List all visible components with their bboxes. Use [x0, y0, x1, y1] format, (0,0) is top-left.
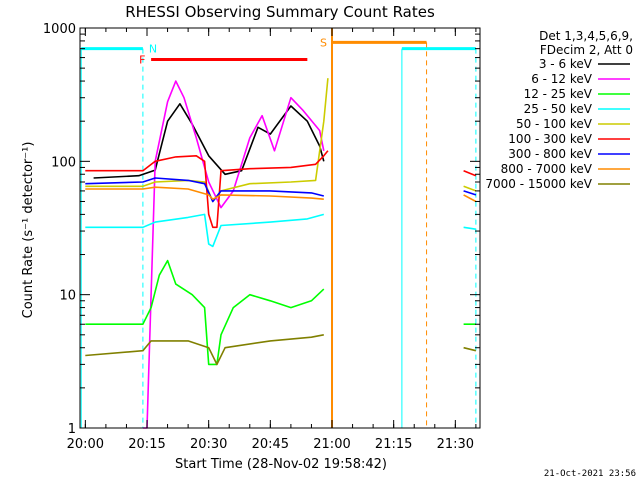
- legend-header-line-1: Det 1,3,4,5,6,9,: [539, 29, 633, 43]
- legend-entry-label: 6 - 12 keV: [531, 72, 593, 86]
- series-line-8: [85, 334, 477, 366]
- series-line-1: [142, 80, 325, 429]
- series-line-2: [85, 259, 476, 366]
- series-line-5: [85, 150, 477, 229]
- x-tick-label: 20:30: [190, 437, 227, 452]
- x-tick-label: 21:00: [313, 437, 350, 452]
- legend-header-line-2: FDecim 2, Att 0: [540, 43, 633, 57]
- legend-entry-label: 7000 - 15000 keV: [485, 177, 592, 191]
- y-axis-label: Count Rate (s⁻¹ detector⁻¹): [21, 142, 36, 319]
- y-tick-label: 1000: [43, 22, 76, 37]
- legend: Det 1,3,4,5,6,9, FDecim 2, Att 0 3 - 6 k…: [485, 29, 633, 191]
- y-tick-label: 100: [51, 155, 76, 170]
- y-tick-label: 1: [68, 422, 76, 437]
- plot-frame: [79, 27, 481, 429]
- x-tick-label: 21:15: [375, 437, 412, 452]
- series-line-4: [85, 78, 477, 203]
- x-tick-label: 20:15: [128, 437, 165, 452]
- x-tick-label: 21:30: [437, 437, 474, 452]
- legend-entry-label: 3 - 6 keV: [539, 57, 593, 71]
- annotation-flare-label: F: [139, 54, 145, 67]
- series-line-7: [85, 186, 477, 203]
- series-layer: [85, 78, 477, 429]
- legend-entry-label: 800 - 7000 keV: [501, 162, 593, 176]
- chart-title: RHESSI Observing Summary Count Rates: [125, 3, 435, 21]
- annotation-night-label: N: [149, 43, 157, 56]
- legend-entry-label: 50 - 100 keV: [516, 117, 593, 131]
- legend-entry-label: 25 - 50 keV: [524, 102, 593, 116]
- legend-entry-label: 100 - 300 keV: [508, 132, 592, 146]
- footer-timestamp: 21-Oct-2021 23:56: [544, 469, 636, 479]
- axis-layer: 20:00 20:15 20:30 20:45 21:00 21:15 21:30 1 10 10…: [43, 22, 480, 452]
- x-tick-label: 20:45: [252, 437, 289, 452]
- x-axis-label: Start Time (28-Nov-02 19:58:42): [175, 457, 387, 472]
- legend-entry-label: 12 - 25 keV: [524, 87, 593, 101]
- x-tick-label: 20:00: [67, 437, 104, 452]
- series-line-0: [93, 103, 325, 179]
- annotation-saa-label: S: [320, 36, 327, 49]
- y-tick-label: 10: [59, 289, 76, 304]
- series-line-6: [85, 177, 477, 203]
- series-line-3: [85, 213, 477, 248]
- legend-entry-label: 300 - 800 keV: [508, 147, 592, 161]
